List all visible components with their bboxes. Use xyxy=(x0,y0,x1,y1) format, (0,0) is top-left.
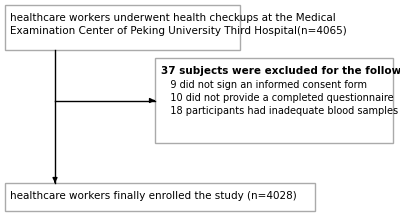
Text: healthcare workers finally enrolled the study (n=4028): healthcare workers finally enrolled the … xyxy=(10,191,297,201)
Text: healthcare workers underwent health checkups at the Medical: healthcare workers underwent health chec… xyxy=(10,13,336,23)
Text: 18 participants had inadequate blood samples: 18 participants had inadequate blood sam… xyxy=(161,106,398,116)
Text: 10 did not provide a completed questionnaire: 10 did not provide a completed questionn… xyxy=(161,93,394,103)
Bar xyxy=(5,183,315,211)
Bar xyxy=(155,58,393,143)
Text: 37 subjects were excluded for the following reasons:: 37 subjects were excluded for the follow… xyxy=(161,66,400,76)
Bar xyxy=(5,5,240,50)
Text: Examination Center of Peking University Third Hospital(n=4065): Examination Center of Peking University … xyxy=(10,26,347,36)
Text: 9 did not sign an informed consent form: 9 did not sign an informed consent form xyxy=(161,80,367,90)
